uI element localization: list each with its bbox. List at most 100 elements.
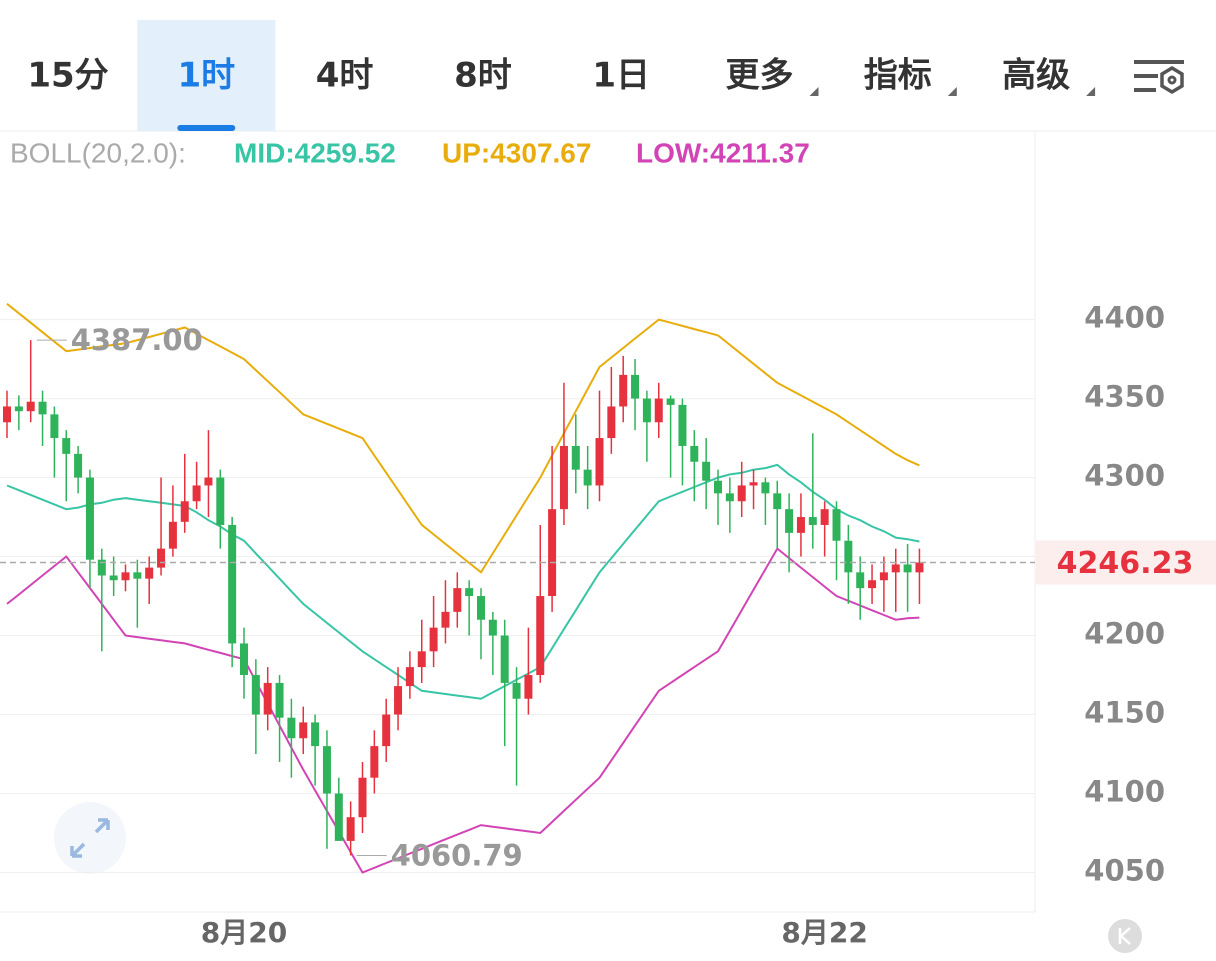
candle-body: [714, 480, 722, 494]
candle-body: [607, 406, 616, 439]
candle-body: [796, 517, 805, 533]
candle-body: [157, 548, 166, 568]
candle-body: [832, 509, 841, 541]
active-tab-indicator: [177, 125, 236, 131]
candle-body: [228, 524, 237, 644]
candle-body: [26, 401, 35, 412]
tab[interactable]: 4时: [316, 56, 374, 96]
candle-body: [761, 482, 770, 494]
x-tick-label: 8月20: [201, 916, 287, 949]
tab[interactable]: 1日: [592, 56, 650, 96]
active-tab-bg: [137, 20, 276, 131]
candle-body: [879, 572, 888, 581]
x-tick-label: 8月22: [781, 916, 867, 949]
dropdown-caret: [947, 87, 957, 96]
candle-body: [666, 398, 675, 405]
candle-body: [74, 453, 83, 478]
candle-body: [488, 619, 497, 636]
candle-body: [38, 401, 47, 415]
candle-body: [559, 445, 568, 510]
y-tick-label: 4350: [1084, 380, 1165, 414]
candle-body: [133, 572, 142, 579]
candle-body: [145, 567, 154, 579]
candle-body: [619, 374, 628, 407]
candle-body: [595, 438, 604, 486]
candle-body: [180, 501, 189, 522]
y-tick-label: 4100: [1084, 775, 1165, 809]
indicator-label: BOLL(20,2.0):: [10, 137, 186, 168]
tab[interactable]: 8时: [454, 56, 512, 96]
candle-body: [121, 572, 130, 581]
band-line: [6, 463, 920, 700]
candle-body: [14, 406, 23, 412]
candle-body: [311, 722, 320, 747]
candle-body: [702, 461, 711, 481]
tab[interactable]: 高级: [1002, 56, 1070, 96]
tab[interactable]: 指标: [864, 56, 932, 96]
candle-body: [109, 575, 118, 581]
y-tick-label: 4300: [1084, 459, 1165, 493]
dropdown-caret: [1086, 87, 1096, 96]
candle-body: [429, 627, 438, 652]
k-button[interactable]: [1108, 919, 1142, 953]
candle-body: [737, 485, 746, 502]
candle-body: [690, 445, 699, 462]
candle-body: [417, 651, 426, 668]
candle-body: [583, 469, 592, 486]
candle-body: [820, 509, 829, 525]
candle-body: [453, 588, 462, 612]
band-line: [6, 303, 920, 574]
candle-body: [287, 717, 296, 739]
candle-body: [50, 414, 59, 439]
tab[interactable]: 1时: [177, 56, 235, 96]
candle-body: [216, 477, 225, 525]
candle-body: [524, 675, 533, 699]
candle-body: [500, 635, 509, 683]
candle-body: [3, 406, 11, 423]
expand-button[interactable]: [54, 802, 126, 874]
last-price-label: 4246.23: [1057, 546, 1194, 581]
candle-body: [749, 482, 758, 486]
candle-body: [785, 509, 794, 533]
candle-body: [678, 404, 687, 446]
candle-body: [251, 675, 260, 715]
candle-body: [477, 596, 485, 620]
candle-body: [97, 559, 106, 576]
candle-body: [631, 374, 640, 399]
candle-body: [204, 477, 213, 486]
band-line: [6, 547, 920, 874]
candle-body: [358, 777, 367, 818]
legend-entry: MID:4259.52: [234, 137, 396, 168]
candle-body: [299, 722, 308, 739]
candle-body: [536, 596, 545, 676]
candle-body: [62, 438, 71, 454]
candle-body: [334, 793, 343, 841]
candle-body: [441, 611, 450, 628]
annotation: 4387.00: [71, 323, 203, 357]
candle-body: [394, 686, 403, 715]
candle-body: [844, 540, 853, 573]
y-tick-label: 4150: [1084, 696, 1165, 730]
candle-body: [548, 509, 557, 597]
candle-body: [405, 667, 414, 687]
candle-body: [903, 564, 912, 573]
settings-icon[interactable]: [1134, 60, 1184, 95]
tab[interactable]: 15分: [27, 56, 108, 96]
candle-body: [370, 746, 379, 778]
last-price-bg: [1036, 540, 1216, 585]
candle-body: [512, 682, 521, 699]
candle-body: [85, 477, 94, 560]
tab[interactable]: 更多: [726, 56, 794, 96]
candle-body: [382, 714, 391, 747]
candle-body: [192, 485, 201, 502]
dropdown-caret: [809, 87, 819, 96]
candle-body: [263, 682, 272, 715]
candle-body: [915, 562, 924, 573]
candle-body: [773, 493, 782, 510]
y-tick-label: 4200: [1084, 617, 1165, 651]
candle-body: [322, 746, 331, 794]
candle-body: [275, 682, 284, 718]
candle-body: [642, 398, 651, 423]
